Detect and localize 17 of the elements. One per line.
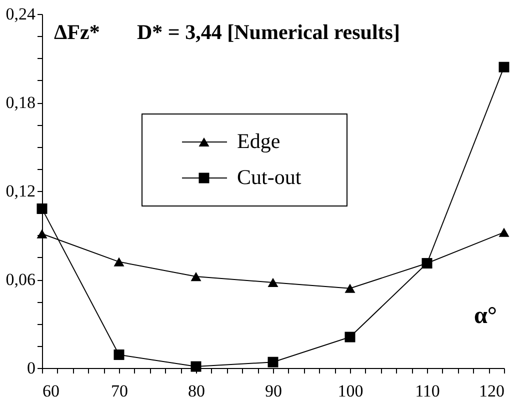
y-axis-title: ΔFz*: [54, 20, 100, 44]
y-tick-label: 0,06: [6, 270, 36, 289]
legend-label: Cut-out: [237, 165, 302, 189]
y-tick-label: 0,12: [6, 182, 36, 200]
chart-title: D* = 3,44 [Numerical results]: [137, 20, 400, 44]
x-tick-label: 110: [415, 382, 440, 400]
x-tick-label: 60: [42, 382, 60, 400]
legend-label: Edge: [237, 129, 280, 153]
y-tick-label: 0,24: [6, 4, 36, 24]
x-tick-label: 80: [188, 382, 205, 400]
y-tick-label: 0,18: [6, 93, 36, 112]
x-tick-label: 100: [338, 382, 364, 400]
x-tick-label: 120: [479, 382, 504, 400]
y-tick-label: 0: [27, 358, 36, 378]
x-axis-title: α°: [474, 303, 497, 329]
x-tick-label: 90: [265, 382, 282, 400]
x-tick-label: 70: [111, 382, 128, 400]
